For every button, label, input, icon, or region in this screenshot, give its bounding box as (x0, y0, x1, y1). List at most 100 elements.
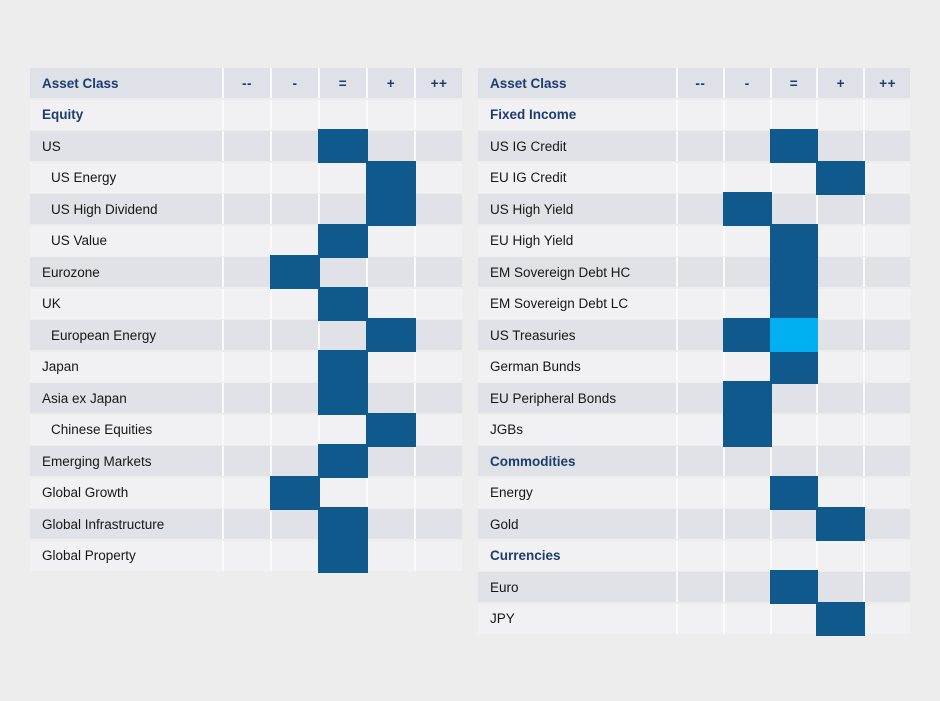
rating-cell (678, 257, 723, 287)
rating-cell (368, 257, 414, 287)
rating-highlight (318, 223, 368, 258)
rating-highlight (366, 160, 416, 195)
table-row: US Value (30, 223, 462, 258)
column-header-rating: - (724, 68, 770, 98)
rating-cell (678, 131, 723, 161)
rating-cell (272, 414, 318, 445)
row-label: Asia ex Japan (30, 383, 222, 413)
table-row: EU High Yield (478, 223, 910, 258)
rating-cell (678, 162, 723, 193)
column-header-rating: ++ (865, 68, 910, 98)
rating-cell (678, 509, 723, 539)
row-label: German Bunds (478, 351, 676, 382)
column-header-rating: - (272, 68, 318, 98)
row-label: EM Sovereign Debt HC (478, 257, 676, 287)
rating-cell (416, 414, 462, 445)
row-label: JGBs (478, 414, 676, 445)
rating-cell (818, 572, 864, 602)
rating-cell (416, 162, 462, 193)
rating-cell (368, 99, 414, 130)
row-label: EM Sovereign Debt LC (478, 288, 676, 319)
rating-cell (224, 351, 270, 382)
rating-cell (320, 99, 366, 130)
rating-highlight (366, 192, 416, 226)
rating-cell (320, 414, 366, 445)
rating-highlight (769, 475, 819, 510)
rating-cell (771, 414, 817, 445)
table-row: UK (30, 286, 462, 321)
row-label: JPY (478, 603, 676, 634)
rating-cell (368, 509, 414, 539)
column-header-asset-class: Asset Class (478, 68, 676, 98)
rating-cell (416, 131, 462, 161)
rating-cell (678, 194, 723, 224)
rating-cell (724, 477, 770, 508)
table-row: Global Infrastructure (30, 507, 462, 541)
rating-cell (320, 320, 366, 350)
rating-highlight (366, 318, 416, 352)
table-row: Japan (30, 349, 462, 384)
asset-class-table-equity: Asset Class -- - = + ++ Equity US US Energy US Hi… (30, 68, 462, 573)
rating-cell (865, 131, 910, 161)
rating-cell (818, 288, 864, 319)
rating-cell (224, 257, 270, 287)
rating-cell (818, 225, 864, 256)
rating-cell (724, 351, 770, 382)
rating-cell (678, 351, 723, 382)
rating-cell (224, 194, 270, 224)
rating-cell (416, 288, 462, 319)
row-label: Japan (30, 351, 222, 382)
column-header-rating: + (368, 68, 414, 98)
rating-highlight (769, 223, 819, 258)
rating-cell (678, 540, 723, 571)
rating-cell (272, 99, 318, 130)
rating-cell (416, 383, 462, 413)
rating-cell (771, 194, 817, 224)
rating-cell (865, 603, 910, 634)
rating-cell (678, 603, 723, 634)
table-row: US Treasuries (478, 318, 910, 352)
rating-highlight (270, 475, 320, 510)
row-label: Gold (478, 509, 676, 539)
row-label: Currencies (478, 540, 676, 571)
rating-cell (771, 383, 817, 413)
rating-cell (272, 383, 318, 413)
column-header-rating: ++ (416, 68, 462, 98)
rating-cell (320, 257, 366, 287)
rating-cell (865, 320, 910, 350)
rating-cell (724, 99, 770, 130)
rating-cell (678, 99, 723, 130)
section-row: Fixed Income (478, 99, 910, 130)
rating-cell (416, 477, 462, 508)
row-label: EU IG Credit (478, 162, 676, 193)
rating-cell (368, 288, 414, 319)
rating-cell (224, 383, 270, 413)
column-header-rating: = (320, 68, 366, 98)
row-label: US Energy (30, 162, 222, 193)
rating-cell (416, 99, 462, 130)
table-row: Global Property (30, 538, 462, 573)
rating-cell (272, 509, 318, 539)
rating-cell (724, 540, 770, 571)
rating-cell (272, 194, 318, 224)
rating-cell (724, 162, 770, 193)
rating-cell (224, 477, 270, 508)
row-label: Global Property (30, 540, 222, 571)
rating-cell (865, 414, 910, 445)
rating-cell (368, 540, 414, 571)
table-row: European Energy (30, 318, 462, 352)
rating-highlight (769, 286, 819, 321)
row-label: European Energy (30, 320, 222, 350)
rating-cell (678, 414, 723, 445)
rating-cell (368, 225, 414, 256)
rating-cell (724, 257, 770, 287)
rating-cell (818, 99, 864, 130)
row-label: US (30, 131, 222, 161)
column-header-rating: = (771, 68, 817, 98)
rating-cell (724, 572, 770, 602)
rating-cell (818, 540, 864, 571)
rating-cell (368, 477, 414, 508)
row-label: Global Growth (30, 477, 222, 508)
table-row: Euro (478, 570, 910, 604)
row-label: Equity (30, 99, 222, 130)
